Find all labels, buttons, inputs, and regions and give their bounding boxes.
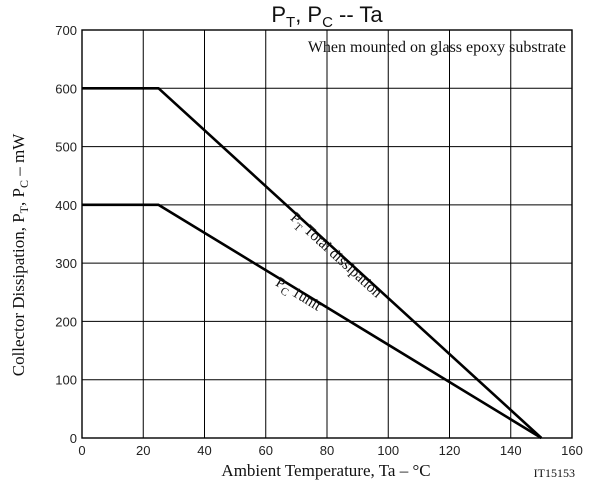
y-tick-label: 300	[55, 256, 77, 271]
series-line-c	[82, 203, 543, 440]
x-tick-label: 140	[500, 443, 522, 458]
grid-lines	[82, 30, 572, 438]
substrate-annotation: When mounted on glass epoxy substrate	[308, 39, 566, 56]
x-axis-label: Ambient Temperature, Ta – °C	[221, 461, 430, 480]
x-tick-label: 120	[439, 443, 461, 458]
x-tick-label: 100	[377, 443, 399, 458]
plot-frame	[81, 29, 573, 439]
series-label-c: PC 1unit	[271, 275, 325, 318]
y-tick-label: 0	[70, 431, 77, 446]
series-line-t	[82, 86, 543, 439]
y-tick-label: 700	[55, 23, 77, 38]
x-tick-label: 0	[78, 443, 85, 458]
x-tick-label: 60	[259, 443, 273, 458]
chart-title: PT, PC -- Ta	[271, 2, 383, 31]
tick-labels: 0 20 40 60 80 100 120 140 160 0 100 200 300 400 500 600…	[55, 23, 583, 458]
x-tick-label: 40	[197, 443, 211, 458]
x-tick-label: 160	[561, 443, 583, 458]
figure-code: IT15153	[534, 466, 575, 480]
x-tick-label: 80	[320, 443, 334, 458]
y-tick-label: 500	[55, 140, 77, 155]
x-tick-label: 20	[136, 443, 150, 458]
y-tick-label: 100	[55, 373, 77, 388]
y-tick-label: 600	[55, 81, 77, 96]
y-axis-label: Collector Dissipation, PT, PC – mW	[9, 133, 31, 376]
y-tick-label: 400	[55, 198, 77, 213]
y-tick-label: 200	[55, 314, 77, 329]
